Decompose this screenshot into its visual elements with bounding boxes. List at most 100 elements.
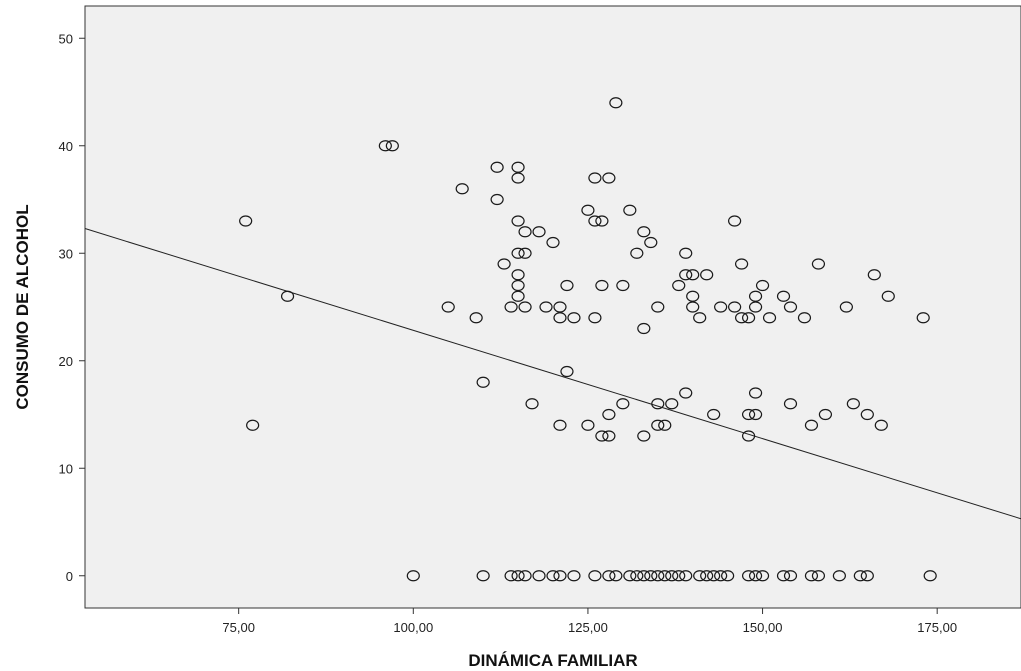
y-tick-label: 40 xyxy=(59,139,73,154)
data-point xyxy=(860,570,874,582)
data-point xyxy=(728,301,742,313)
data-point xyxy=(490,193,504,206)
data-point xyxy=(644,236,658,249)
data-point xyxy=(665,570,679,582)
data-point xyxy=(616,279,630,292)
data-point xyxy=(581,204,595,216)
data-point xyxy=(504,301,518,313)
data-point xyxy=(406,570,420,582)
data-point xyxy=(546,236,560,249)
data-point xyxy=(755,279,770,292)
data-point xyxy=(518,301,532,313)
data-point xyxy=(776,570,791,582)
x-axis-title: DINÁMICA FAMILIAR xyxy=(468,651,637,670)
data-point xyxy=(560,365,574,378)
data-point xyxy=(602,172,616,184)
y-tick-label: 10 xyxy=(59,461,73,476)
data-point xyxy=(553,419,567,431)
data-point xyxy=(560,279,574,292)
data-point xyxy=(595,279,609,292)
data-point xyxy=(686,290,700,302)
data-point xyxy=(630,247,644,259)
data-point xyxy=(504,570,518,582)
data-point xyxy=(511,215,525,227)
y-axis: 0 10 20 30 40 50 xyxy=(59,31,85,584)
x-tick-label: 100,00 xyxy=(393,620,433,635)
data-point xyxy=(609,570,623,582)
data-point xyxy=(741,312,756,324)
data-point xyxy=(811,258,826,270)
data-point xyxy=(783,398,798,410)
data-point xyxy=(490,161,504,173)
data-point xyxy=(672,279,686,292)
data-point xyxy=(280,290,295,302)
data-point xyxy=(832,570,846,582)
data-point xyxy=(874,419,888,431)
x-tick-label: 75,00 xyxy=(222,620,255,635)
data-point xyxy=(532,226,546,238)
data-point xyxy=(602,570,616,582)
data-point xyxy=(714,570,728,582)
regression-line xyxy=(84,228,1021,520)
x-tick-label: 125,00 xyxy=(568,620,608,635)
data-point xyxy=(602,430,616,442)
data-point xyxy=(686,301,700,313)
data-point xyxy=(665,398,679,410)
data-point xyxy=(553,570,567,582)
data-point xyxy=(511,269,525,281)
data-point xyxy=(686,269,700,281)
data-point xyxy=(239,215,253,227)
data-point xyxy=(797,312,812,324)
data-point xyxy=(511,290,525,302)
data-point xyxy=(441,301,455,313)
data-point xyxy=(651,301,665,313)
y-tick-label: 20 xyxy=(59,354,73,369)
data-point xyxy=(658,570,672,582)
data-point xyxy=(748,301,763,313)
data-point xyxy=(853,570,867,582)
data-point xyxy=(811,570,826,582)
data-point xyxy=(553,312,567,324)
data-point xyxy=(567,312,581,324)
data-point xyxy=(525,398,539,410)
data-point xyxy=(839,301,853,313)
data-point xyxy=(714,301,728,313)
data-point xyxy=(693,312,707,324)
data-point xyxy=(623,570,637,582)
data-point xyxy=(776,290,791,302)
data-point xyxy=(755,570,770,582)
data-point xyxy=(644,570,658,582)
data-point xyxy=(707,408,721,421)
data-point xyxy=(728,215,742,227)
data-point xyxy=(378,140,392,152)
data-point xyxy=(476,570,490,582)
data-point xyxy=(741,408,756,421)
y-tick-label: 50 xyxy=(59,31,73,46)
data-point xyxy=(511,570,525,582)
data-point xyxy=(748,290,763,302)
data-point xyxy=(637,226,651,238)
data-point xyxy=(609,97,623,109)
data-point xyxy=(672,570,686,582)
data-point xyxy=(860,408,874,421)
data-point xyxy=(511,161,525,173)
y-axis-title: CONSUMO DE ALCOHOL xyxy=(13,204,32,409)
data-point xyxy=(783,570,798,582)
data-point xyxy=(637,322,651,335)
data-point xyxy=(679,570,693,582)
data-point xyxy=(532,570,546,582)
y-tick-label: 30 xyxy=(59,246,73,261)
data-point xyxy=(567,570,581,582)
data-point xyxy=(630,570,644,582)
data-point xyxy=(595,430,609,442)
data-point xyxy=(588,172,602,184)
data-point xyxy=(588,312,602,324)
data-point xyxy=(700,269,714,281)
data-point xyxy=(721,570,735,582)
data-point xyxy=(581,419,595,431)
data-point xyxy=(846,398,860,410)
data-point xyxy=(553,301,567,313)
data-point xyxy=(546,570,560,582)
data-point xyxy=(748,570,763,582)
data-point xyxy=(679,387,693,399)
